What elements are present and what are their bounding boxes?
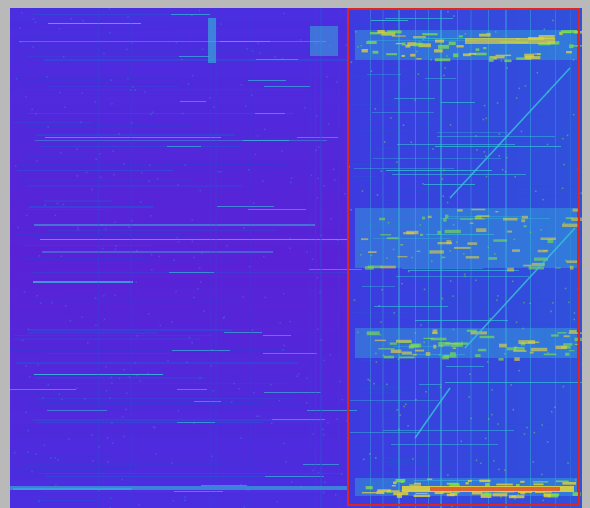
selection-rectangle[interactable] [347,8,580,506]
diagonal-streaks [414,67,576,439]
speckle-noise [13,8,582,508]
vertical-lines [98,8,571,508]
horizontal-bands [10,8,582,507]
bright-bands [10,30,582,499]
spectrogram-image [10,8,582,508]
spectrogram-panel [10,8,582,508]
